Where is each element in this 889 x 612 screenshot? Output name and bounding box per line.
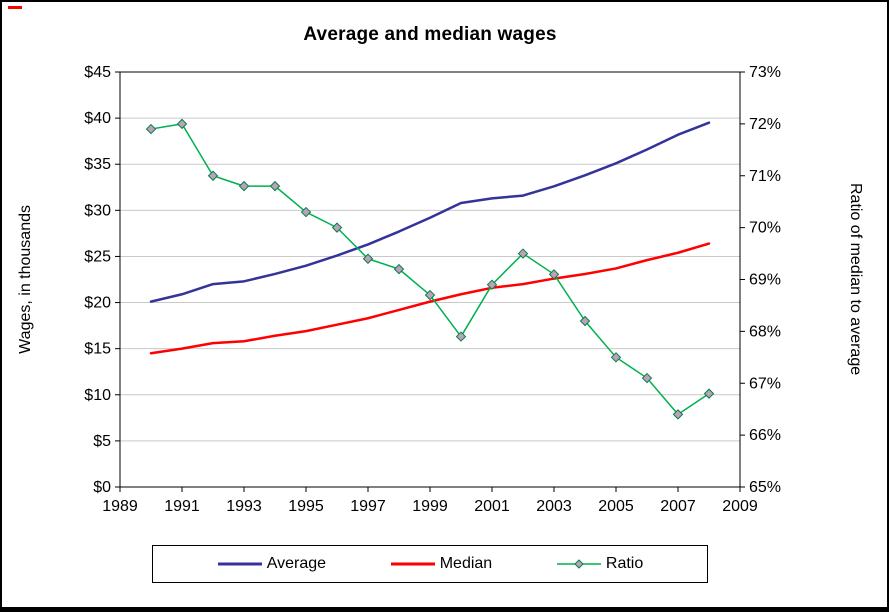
x-tick-label: 2009 — [722, 498, 758, 515]
left-tick-label: $30 — [84, 202, 111, 219]
series-ratio-marker — [641, 372, 653, 384]
left-tick-label: $5 — [93, 433, 111, 450]
series-ratio-marker — [486, 279, 498, 290]
series-median-line — [149, 242, 711, 355]
series-ratio-marker — [331, 222, 343, 233]
legend-label-ratio: Ratio — [605, 555, 644, 572]
series-ratio-marker — [579, 315, 591, 327]
series-ratio-marker — [610, 352, 622, 363]
right-tick-label: 73% — [749, 64, 781, 81]
series-ratio-marker — [672, 409, 684, 420]
series-ratio-marker — [269, 180, 281, 192]
series-ratio-marker — [517, 248, 529, 259]
red-corner-mark — [8, 6, 22, 9]
legend-label-median: Median — [439, 555, 493, 572]
left-tick-label: $0 — [93, 479, 111, 496]
right-tick-label: 69% — [749, 272, 781, 289]
x-tick-label: 2001 — [474, 498, 510, 515]
x-tick-label: 1999 — [412, 498, 448, 515]
series-ratio-marker — [176, 118, 188, 130]
x-tick-label: 2003 — [536, 498, 572, 515]
legend-sample-median — [390, 562, 435, 566]
right-axis-title-text: Ratio of median to average — [847, 183, 864, 376]
left-tick-label: $25 — [84, 248, 111, 265]
chart-title: Average and median wages — [303, 24, 557, 45]
x-tick-label: 2005 — [598, 498, 634, 515]
x-tick-label: 1989 — [102, 498, 138, 515]
left-tick-label: $35 — [84, 156, 111, 173]
x-tick-label: 2007 — [660, 498, 696, 515]
series-ratio-marker — [548, 269, 560, 280]
legend-label-average: Average — [266, 555, 327, 572]
series-ratio-marker — [703, 388, 715, 399]
right-tick-label: 70% — [749, 220, 781, 237]
right-tick-label: 65% — [749, 479, 781, 496]
left-tick-label: $45 — [84, 64, 111, 81]
left-tick-label: $10 — [84, 387, 111, 404]
series-ratio-marker — [424, 289, 436, 301]
series-ratio-marker — [362, 253, 374, 264]
series-ratio-marker — [238, 180, 250, 192]
left-tick-label: $40 — [84, 110, 111, 127]
legend-marker-ratio-diamond-icon — [574, 559, 584, 569]
x-tick-label: 1993 — [226, 498, 262, 515]
right-tick-label: 67% — [749, 375, 781, 392]
left-tick-label: $15 — [84, 341, 111, 358]
chart-legend: Average Median Ratio — [152, 545, 708, 583]
right-tick-label: 71% — [749, 168, 781, 185]
plot-border — [119, 71, 741, 488]
series-ratio-marker — [455, 331, 467, 342]
series-ratio-marker — [393, 263, 405, 275]
series-ratio-marker — [145, 123, 157, 135]
legend-sample-average — [217, 562, 262, 566]
legend-item-median: Median — [390, 555, 492, 573]
right-tick-label: 72% — [749, 116, 781, 133]
series-ratio-line — [150, 123, 710, 416]
x-tick-label: 1995 — [288, 498, 324, 515]
legend-item-ratio: Ratio — [556, 555, 643, 573]
legend-sample-ratio — [556, 559, 601, 569]
left-tick-label: $20 — [84, 295, 111, 312]
x-tick-label: 1991 — [164, 498, 200, 515]
right-tick-label: 68% — [749, 323, 781, 340]
legend-item-average: Average — [217, 555, 326, 573]
x-tick-label: 1997 — [350, 498, 386, 515]
series-ratio-marker — [300, 206, 312, 218]
right-axis-title: Ratio of median to average — [842, 72, 868, 487]
series-ratio-marker — [207, 170, 219, 181]
series-average-line — [149, 121, 711, 303]
right-tick-label: 66% — [749, 427, 781, 444]
